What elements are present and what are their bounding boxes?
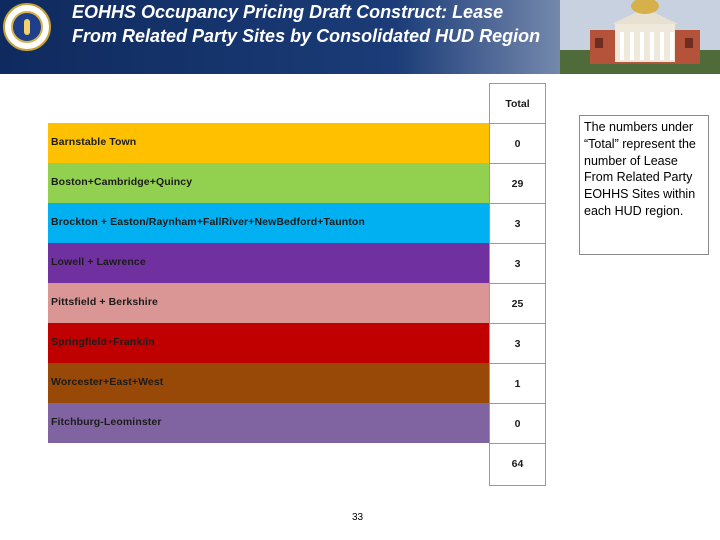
region-label: Boston+Cambridge+Quincy <box>51 176 193 188</box>
region-row: Boston+Cambridge+Quincy <box>48 163 489 203</box>
total-value: 3 <box>514 218 521 230</box>
region-label: Springfield+Franklin <box>51 336 155 348</box>
region-label: Brockton + Easton/Raynham+FallRiver+NewB… <box>51 216 365 228</box>
total-cell: 3 <box>490 204 545 244</box>
region-row: Brockton + Easton/Raynham+FallRiver+NewB… <box>48 203 489 243</box>
totals-header: Total <box>505 98 530 110</box>
state-house-image <box>560 0 720 74</box>
totals-header-cell: Total <box>490 84 545 124</box>
region-label: Barnstable Town <box>51 136 137 148</box>
region-label: Pittsfield + Berkshire <box>51 296 158 308</box>
total-cell: 0 <box>490 124 545 164</box>
massachusetts-seal-icon <box>3 3 51 51</box>
region-row: Barnstable Town <box>48 123 489 163</box>
region-label: Lowell + Lawrence <box>51 256 146 268</box>
total-cell: 3 <box>490 324 545 364</box>
header-banner: EOHHS Occupancy Pricing Draft Construct:… <box>0 0 720 74</box>
totals-column: Total 0 29 3 3 25 3 1 0 64 <box>489 83 546 486</box>
region-row: Worcester+East+West <box>48 363 489 403</box>
total-cell: 1 <box>490 364 545 404</box>
grand-total: 64 <box>511 458 524 470</box>
total-value: 25 <box>511 298 524 310</box>
total-value: 3 <box>514 258 521 270</box>
region-row: Springfield+Franklin <box>48 323 489 363</box>
explanatory-note: The numbers under “Total” represent the … <box>579 115 709 255</box>
slide-title: EOHHS Occupancy Pricing Draft Construct:… <box>72 2 541 46</box>
total-cell: 29 <box>490 164 545 204</box>
region-label: Worcester+East+West <box>51 376 164 388</box>
region-row: Lowell + Lawrence <box>48 243 489 283</box>
total-cell: 25 <box>490 284 545 324</box>
total-value: 3 <box>514 338 521 350</box>
total-cell: 3 <box>490 244 545 284</box>
total-value: 1 <box>514 378 521 390</box>
grand-total-cell: 64 <box>490 444 545 484</box>
total-value: 29 <box>511 178 524 190</box>
total-cell: 0 <box>490 404 545 444</box>
page-number: 33 <box>352 512 364 523</box>
region-row: Fitchburg-Leominster <box>48 403 489 443</box>
total-value: 0 <box>514 418 521 430</box>
region-label: Fitchburg-Leominster <box>51 416 162 428</box>
total-value: 0 <box>514 138 521 150</box>
region-row: Pittsfield + Berkshire <box>48 283 489 323</box>
